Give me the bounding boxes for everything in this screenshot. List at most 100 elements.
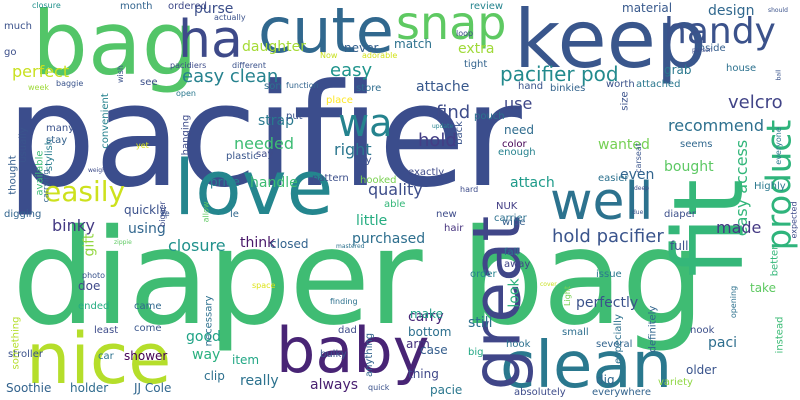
word: attache [416, 79, 470, 95]
word: pattern [312, 173, 349, 184]
word: carrying [41, 169, 51, 203]
word: little [356, 213, 388, 229]
word: say [256, 149, 274, 160]
word: look [506, 278, 523, 308]
word: finding [330, 297, 358, 306]
word: holder [70, 381, 109, 395]
word: make [410, 307, 443, 321]
word: ha [178, 10, 243, 70]
word: everywhere [592, 387, 651, 398]
word: see [140, 77, 158, 88]
word: arm [406, 337, 430, 351]
word: opening [729, 285, 739, 319]
word: full [670, 239, 689, 253]
word: ve [160, 209, 170, 218]
word: much [4, 21, 32, 32]
word: wanted [598, 137, 650, 153]
word: stroller [8, 349, 43, 360]
word: new [436, 209, 457, 220]
word: person [692, 47, 713, 54]
word: definitely [647, 305, 659, 353]
word: quick [368, 383, 390, 392]
word: Soothie [6, 381, 52, 395]
word: seems [680, 139, 713, 150]
word: store [356, 83, 382, 94]
word: hold [418, 130, 457, 151]
word: weight [88, 167, 109, 174]
word: better [769, 245, 781, 277]
word: quality [368, 180, 423, 199]
word: function [286, 81, 319, 90]
word: older [686, 363, 717, 377]
word: find [436, 102, 471, 123]
word: anything [364, 332, 376, 378]
word: thing [408, 367, 439, 381]
word: bottom [408, 325, 452, 339]
word: need [504, 123, 534, 137]
word: even [620, 167, 655, 183]
word: binkies [550, 83, 586, 94]
word: item [232, 353, 260, 367]
word: convenient [99, 93, 111, 149]
word: pacifier [6, 54, 522, 219]
word: pouch [474, 111, 505, 122]
word: daughter [242, 39, 306, 55]
word: velcro [728, 92, 783, 113]
word: never [344, 41, 379, 55]
word: purchased [352, 231, 426, 247]
word: closed [270, 237, 309, 251]
word: wipe [502, 217, 526, 228]
word: strap [258, 113, 295, 129]
word: attached [636, 79, 681, 90]
word: ended [78, 301, 110, 312]
word: open [176, 89, 196, 98]
word: wish [116, 64, 126, 84]
word: fall [504, 247, 520, 258]
word: week [28, 83, 50, 92]
word: clean [500, 329, 673, 400]
word: pacidiers [170, 61, 207, 70]
word: made [716, 218, 762, 237]
word: dig [596, 373, 615, 387]
word: pacifier pod [500, 62, 619, 86]
word: handle [250, 175, 298, 191]
word: due [632, 209, 644, 216]
word: different [232, 61, 266, 70]
word: bulky [320, 349, 347, 360]
word: big [468, 347, 484, 358]
word: way [192, 347, 221, 363]
word: Now [320, 51, 338, 60]
word: bought [664, 159, 714, 175]
word: material [622, 1, 673, 15]
word: diaper [664, 209, 696, 220]
word: allow [201, 201, 211, 223]
word: nice [26, 318, 172, 400]
word: deep [634, 185, 649, 192]
word: yet [136, 141, 149, 150]
word: NUK [496, 201, 518, 212]
word: go [4, 47, 17, 58]
word: perfectly [576, 295, 639, 311]
word: inside [696, 43, 726, 54]
word: quickly [124, 203, 167, 217]
word: easier [598, 173, 629, 184]
word: adorable [362, 51, 398, 60]
word: recommend [668, 116, 764, 135]
word: purse [194, 1, 234, 17]
word: especially [612, 314, 624, 364]
word: carseat [633, 143, 643, 173]
word: easy clean [182, 66, 279, 87]
word: keep [514, 0, 707, 86]
word: baggie [56, 79, 84, 88]
word: price [210, 175, 240, 189]
word: photo [82, 271, 106, 280]
word: carrier [494, 213, 527, 224]
word: worth [606, 79, 635, 90]
word: mastered [336, 243, 365, 250]
word: binky [52, 216, 95, 235]
word: good [186, 329, 221, 345]
word: necessary [203, 295, 215, 347]
word: case [420, 343, 448, 357]
word: stay [46, 135, 68, 146]
